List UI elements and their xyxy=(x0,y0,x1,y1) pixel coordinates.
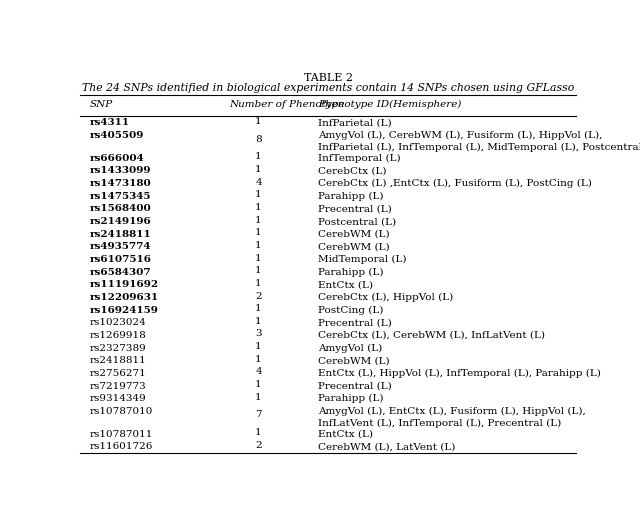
Text: rs2418811: rs2418811 xyxy=(90,356,147,365)
Text: 1: 1 xyxy=(255,380,262,389)
Text: CerebCtx (L), CerebWM (L), InfLatVent (L): CerebCtx (L), CerebWM (L), InfLatVent (L… xyxy=(318,331,545,340)
Text: rs7219773: rs7219773 xyxy=(90,382,147,391)
Text: 3: 3 xyxy=(255,330,262,339)
Text: Precentral (L): Precentral (L) xyxy=(318,382,392,391)
Text: TABLE 2: TABLE 2 xyxy=(303,73,353,83)
Text: 1: 1 xyxy=(255,393,262,402)
Text: Phenotype ID(Hemisphere): Phenotype ID(Hemisphere) xyxy=(318,100,461,110)
Text: AmygVol (L), EntCtx (L), Fusiform (L), HippVol (L),
InfLatVent (L), InfTemporal : AmygVol (L), EntCtx (L), Fusiform (L), H… xyxy=(318,407,586,428)
Text: 2: 2 xyxy=(255,292,262,301)
Text: Parahipp (L): Parahipp (L) xyxy=(318,192,383,201)
Text: 4: 4 xyxy=(255,367,262,376)
Text: rs11191692: rs11191692 xyxy=(90,280,159,289)
Text: rs2756271: rs2756271 xyxy=(90,369,147,378)
Text: CerebWM (L): CerebWM (L) xyxy=(318,242,390,251)
Text: SNP: SNP xyxy=(90,100,113,109)
Text: rs1269918: rs1269918 xyxy=(90,331,147,340)
Text: CerebWM (L): CerebWM (L) xyxy=(318,356,390,365)
Text: EntCtx (L): EntCtx (L) xyxy=(318,280,373,289)
Text: 1: 1 xyxy=(255,428,262,437)
Text: CerebCtx (L): CerebCtx (L) xyxy=(318,166,387,175)
Text: rs9314349: rs9314349 xyxy=(90,394,147,403)
Text: Number of Phenotype: Number of Phenotype xyxy=(229,100,344,109)
Text: Precentral (L): Precentral (L) xyxy=(318,205,392,214)
Text: rs16924159: rs16924159 xyxy=(90,306,159,315)
Text: 8: 8 xyxy=(255,135,262,144)
Text: PostCing (L): PostCing (L) xyxy=(318,306,383,315)
Text: rs1023024: rs1023024 xyxy=(90,318,147,327)
Text: 1: 1 xyxy=(255,216,262,225)
Text: rs4935774: rs4935774 xyxy=(90,242,152,251)
Text: rs2327389: rs2327389 xyxy=(90,343,147,352)
Text: rs1475345: rs1475345 xyxy=(90,192,152,201)
Text: rs4311: rs4311 xyxy=(90,118,130,127)
Text: CerebWM (L): CerebWM (L) xyxy=(318,229,390,239)
Text: 1: 1 xyxy=(255,241,262,250)
Text: rs10787011: rs10787011 xyxy=(90,430,154,439)
Text: CerebCtx (L), HippVol (L): CerebCtx (L), HippVol (L) xyxy=(318,293,453,302)
Text: AmygVol (L), CerebWM (L), Fusiform (L), HippVol (L),
InfParietal (L), InfTempora: AmygVol (L), CerebWM (L), Fusiform (L), … xyxy=(318,131,640,152)
Text: InfParietal (L): InfParietal (L) xyxy=(318,118,392,127)
Text: 1: 1 xyxy=(255,165,262,174)
Text: EntCtx (L), HippVol (L), InfTemporal (L), Parahipp (L): EntCtx (L), HippVol (L), InfTemporal (L)… xyxy=(318,369,601,378)
Text: rs1433099: rs1433099 xyxy=(90,166,152,175)
Text: rs1568400: rs1568400 xyxy=(90,205,152,214)
Text: 1: 1 xyxy=(255,304,262,313)
Text: rs666004: rs666004 xyxy=(90,154,145,163)
Text: 1: 1 xyxy=(255,279,262,288)
Text: rs11601726: rs11601726 xyxy=(90,443,154,452)
Text: rs6584307: rs6584307 xyxy=(90,268,152,277)
Text: CerebWM (L), LatVent (L): CerebWM (L), LatVent (L) xyxy=(318,443,456,452)
Text: rs2418811: rs2418811 xyxy=(90,229,152,239)
Text: 2: 2 xyxy=(255,441,262,450)
Text: rs405509: rs405509 xyxy=(90,131,144,140)
Text: 1: 1 xyxy=(255,117,262,126)
Text: Precentral (L): Precentral (L) xyxy=(318,318,392,327)
Text: 1: 1 xyxy=(255,266,262,275)
Text: 1: 1 xyxy=(255,203,262,212)
Text: 1: 1 xyxy=(255,355,262,364)
Text: rs6107516: rs6107516 xyxy=(90,255,152,264)
Text: The 24 SNPs identified in biological experiments contain 14 SNPs chosen using GF: The 24 SNPs identified in biological exp… xyxy=(82,83,574,93)
Text: 7: 7 xyxy=(255,410,262,419)
Text: rs12209631: rs12209631 xyxy=(90,293,159,302)
Text: CerebCtx (L) ,EntCtx (L), Fusiform (L), PostCing (L): CerebCtx (L) ,EntCtx (L), Fusiform (L), … xyxy=(318,179,592,188)
Text: 1: 1 xyxy=(255,342,262,351)
Text: rs2149196: rs2149196 xyxy=(90,217,152,226)
Text: 1: 1 xyxy=(255,253,262,262)
Text: AmygVol (L): AmygVol (L) xyxy=(318,343,382,352)
Text: Postcentral (L): Postcentral (L) xyxy=(318,217,396,226)
Text: InfTemporal (L): InfTemporal (L) xyxy=(318,154,401,163)
Text: rs1473180: rs1473180 xyxy=(90,179,152,188)
Text: Parahipp (L): Parahipp (L) xyxy=(318,394,383,403)
Text: 1: 1 xyxy=(255,228,262,237)
Text: 1: 1 xyxy=(255,190,262,199)
Text: Parahipp (L): Parahipp (L) xyxy=(318,268,383,277)
Text: MidTemporal (L): MidTemporal (L) xyxy=(318,255,406,264)
Text: EntCtx (L): EntCtx (L) xyxy=(318,430,373,439)
Text: 1: 1 xyxy=(255,152,262,161)
Text: 4: 4 xyxy=(255,178,262,187)
Text: rs10787010: rs10787010 xyxy=(90,407,154,416)
Text: 1: 1 xyxy=(255,317,262,326)
